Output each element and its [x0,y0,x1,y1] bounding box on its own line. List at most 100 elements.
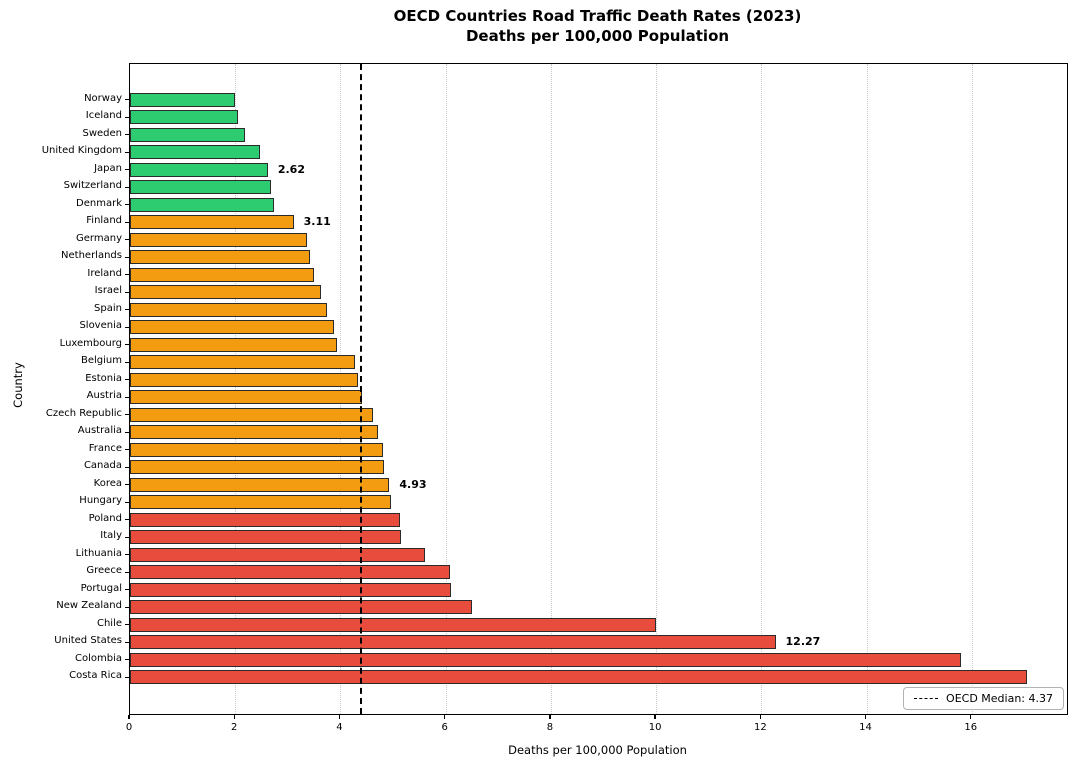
country-label: Belgium [81,355,122,367]
country-label: Lithuania [75,547,122,559]
x-tick [443,714,446,719]
country-label: Estonia [85,372,122,384]
y-tick [125,396,130,398]
median-dash-icon [914,698,939,699]
country-label: Australia [77,425,122,437]
y-tick [125,221,130,223]
chart-title-line1: OECD Countries Road Traffic Death Rates … [393,7,802,25]
y-tick [125,536,130,538]
bar [130,617,657,632]
bar [130,232,308,247]
country-label: Slovenia [79,320,122,332]
y-tick [125,99,130,101]
bar [130,145,260,160]
x-tick [864,714,867,719]
y-tick [125,326,130,328]
country-label: Switzerland [63,180,122,192]
country-label: Hungary [79,495,122,507]
country-label: Canada [83,460,122,472]
country-label: Iceland [85,110,122,122]
y-tick [125,414,130,416]
country-label: Germany [76,232,122,244]
country-label: Portugal [80,582,122,594]
x-tick [128,714,130,719]
bar [130,197,274,212]
country-label: Korea [93,477,122,489]
value-label: 4.93 [399,477,427,491]
gridline [971,64,973,714]
y-tick [125,676,130,678]
y-tick [125,431,130,433]
x-tick [759,714,762,719]
bar [130,127,245,142]
country-label: Costa Rica [69,670,122,682]
country-label: Colombia [75,652,122,664]
y-tick [125,501,130,503]
legend: OECD Median: 4.37 [903,687,1064,710]
x-tick-label: 2 [231,722,238,733]
y-tick [125,186,130,188]
gridline [656,64,658,714]
bar [130,477,390,492]
bar [130,110,238,125]
gridline [866,64,868,714]
bar [130,215,294,230]
bar [130,302,328,317]
x-tick [233,714,235,719]
bar [130,512,400,527]
bar [130,600,472,615]
bar [130,530,401,545]
chart-title-line2: Deaths per 100,000 Population [465,27,730,45]
gridline [235,64,237,714]
country-label: Ireland [87,267,122,279]
bar [130,582,451,597]
value-label: 3.11 [303,215,331,229]
plot-area: 2.62 3.11 4.93 12.27 [125,63,1068,715]
y-tick [125,466,130,468]
y-tick [125,641,130,643]
bar [130,320,335,335]
bar [130,407,374,422]
y-tick [125,256,130,258]
y-tick [125,274,130,276]
x-tick-label: 12 [753,722,767,733]
bar [130,337,337,352]
country-label: Luxembourg [59,337,122,349]
country-label: United Kingdom [41,145,122,157]
y-tick [125,589,130,591]
x-tick [970,714,972,719]
y-tick [125,571,130,573]
bar [130,425,379,440]
y-tick [125,239,130,241]
bar [130,180,271,195]
x-tick-label: 4 [336,722,343,733]
y-tick [125,169,130,171]
bar [130,635,776,650]
y-tick [125,344,130,346]
x-tick-label: 6 [441,722,448,733]
country-label: Sweden [82,127,122,139]
legend-label: OECD Median: 4.37 [946,692,1053,705]
oecd-median-line [359,64,362,714]
value-label: 2.62 [277,162,305,176]
country-label: France [88,442,122,454]
y-tick [125,291,130,293]
country-label: Austria [86,390,122,402]
country-label: Chile [96,617,122,629]
bar [130,390,362,405]
chart-title: OECD Countries Road Traffic Death Rates … [129,6,1066,46]
x-tick [338,714,341,719]
bar [130,372,358,387]
bar [130,547,425,562]
bar [130,92,236,107]
bar [130,652,962,667]
bar [130,670,1028,685]
y-tick [125,519,130,521]
country-label: Spain [94,302,122,314]
country-label: Finland [86,215,122,227]
y-tick [125,361,130,363]
y-tick [125,379,130,381]
x-tick-label: 16 [964,722,978,733]
y-tick [125,116,130,118]
